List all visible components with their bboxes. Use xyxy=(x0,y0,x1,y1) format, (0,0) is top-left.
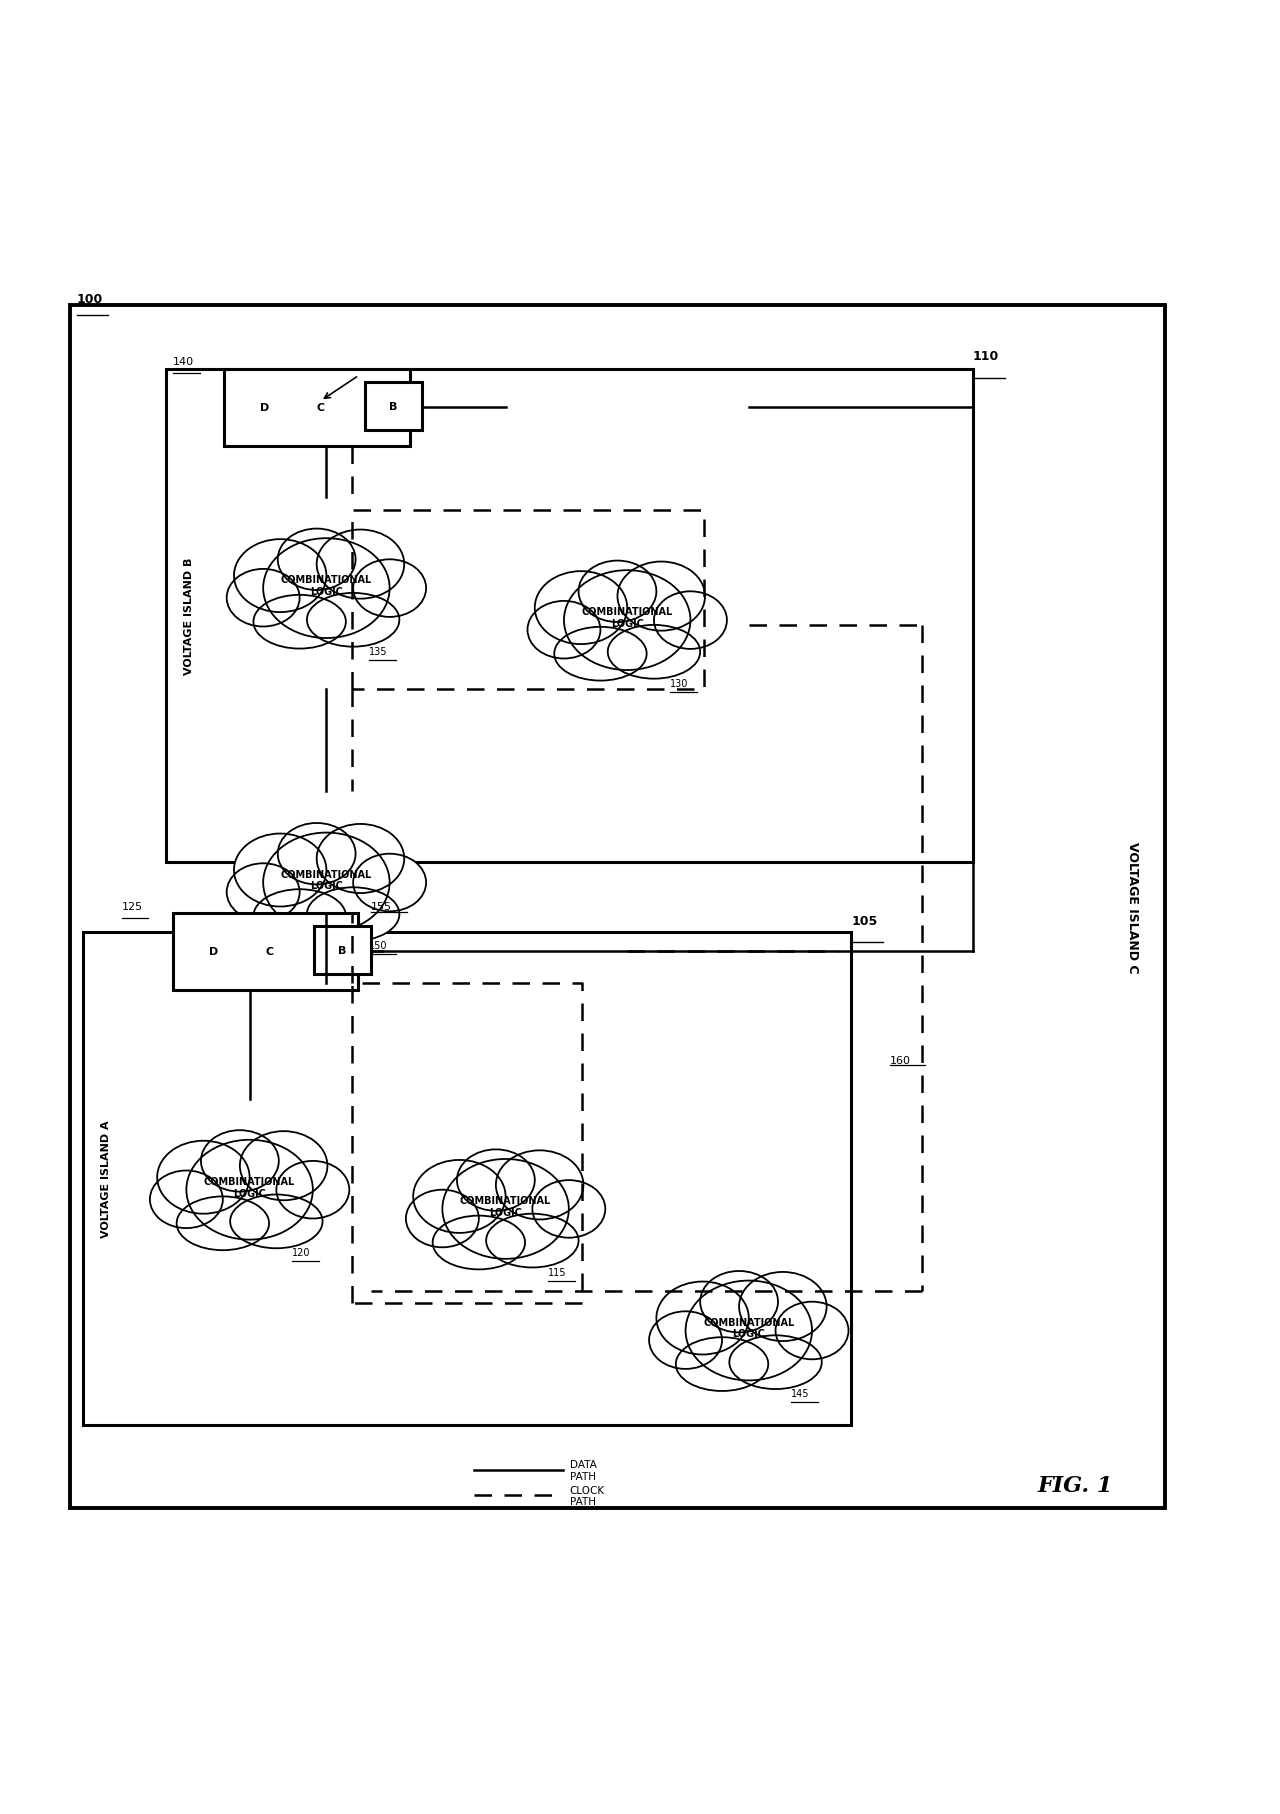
Ellipse shape xyxy=(230,1195,323,1248)
Ellipse shape xyxy=(654,591,727,649)
Ellipse shape xyxy=(307,887,399,941)
Text: 115: 115 xyxy=(548,1266,567,1277)
Text: FIG. 1: FIG. 1 xyxy=(1038,1475,1112,1497)
Ellipse shape xyxy=(730,1335,822,1390)
Text: 155: 155 xyxy=(371,902,392,912)
Text: COMBINATIONAL
LOGIC: COMBINATIONAL LOGIC xyxy=(204,1175,296,1197)
Text: B: B xyxy=(389,401,398,412)
Ellipse shape xyxy=(739,1272,827,1341)
Ellipse shape xyxy=(486,1214,579,1268)
Ellipse shape xyxy=(579,561,657,622)
Ellipse shape xyxy=(227,570,300,628)
Text: COMBINATIONAL
LOGIC: COMBINATIONAL LOGIC xyxy=(460,1195,552,1217)
Ellipse shape xyxy=(276,1161,349,1219)
Ellipse shape xyxy=(353,854,426,912)
Ellipse shape xyxy=(187,1141,312,1241)
Ellipse shape xyxy=(278,530,356,591)
Text: C: C xyxy=(265,947,274,956)
Text: 135: 135 xyxy=(369,646,388,657)
Bar xyxy=(166,370,973,862)
Text: C: C xyxy=(316,403,325,414)
Ellipse shape xyxy=(608,626,700,678)
Text: 120: 120 xyxy=(292,1248,311,1257)
Ellipse shape xyxy=(495,1150,584,1219)
Ellipse shape xyxy=(278,824,356,885)
Text: 160: 160 xyxy=(890,1056,910,1065)
Ellipse shape xyxy=(177,1197,269,1250)
Bar xyxy=(224,370,410,446)
Text: B: B xyxy=(338,945,347,956)
Ellipse shape xyxy=(201,1130,279,1192)
Bar xyxy=(83,932,851,1426)
Ellipse shape xyxy=(253,889,346,943)
Ellipse shape xyxy=(564,571,690,671)
Text: CLOCK
PATH: CLOCK PATH xyxy=(570,1484,604,1506)
Ellipse shape xyxy=(776,1302,849,1359)
Text: 130: 130 xyxy=(669,678,689,688)
Text: VOLTAGE ISLAND C: VOLTAGE ISLAND C xyxy=(1126,842,1139,972)
Ellipse shape xyxy=(686,1281,812,1380)
Bar xyxy=(70,307,1165,1507)
Ellipse shape xyxy=(657,1282,749,1355)
Ellipse shape xyxy=(554,628,646,682)
Text: 100: 100 xyxy=(77,292,104,307)
Ellipse shape xyxy=(264,833,389,932)
Ellipse shape xyxy=(316,825,404,894)
Ellipse shape xyxy=(234,541,326,613)
Ellipse shape xyxy=(527,602,600,658)
Text: 105: 105 xyxy=(851,914,878,927)
Text: COMBINATIONAL
LOGIC: COMBINATIONAL LOGIC xyxy=(280,869,372,891)
Bar xyxy=(365,383,422,432)
Text: 125: 125 xyxy=(122,902,143,912)
Text: D: D xyxy=(209,947,219,956)
Ellipse shape xyxy=(253,595,346,649)
Bar xyxy=(173,914,358,990)
Text: 150: 150 xyxy=(369,941,388,951)
Ellipse shape xyxy=(413,1161,506,1234)
Ellipse shape xyxy=(239,1132,328,1201)
Text: COMBINATIONAL
LOGIC: COMBINATIONAL LOGIC xyxy=(581,608,673,629)
Ellipse shape xyxy=(443,1159,568,1259)
Ellipse shape xyxy=(150,1170,223,1228)
Ellipse shape xyxy=(316,530,404,599)
Ellipse shape xyxy=(457,1150,535,1212)
Ellipse shape xyxy=(234,834,326,907)
Ellipse shape xyxy=(649,1312,722,1370)
Text: 140: 140 xyxy=(173,357,195,366)
Ellipse shape xyxy=(532,1181,605,1237)
Ellipse shape xyxy=(264,539,389,639)
Text: D: D xyxy=(260,403,270,414)
Text: 110: 110 xyxy=(973,350,1000,363)
Text: 145: 145 xyxy=(791,1388,810,1399)
Ellipse shape xyxy=(227,863,300,922)
Text: VOLTAGE ISLAND A: VOLTAGE ISLAND A xyxy=(101,1119,111,1237)
Ellipse shape xyxy=(617,562,705,631)
Ellipse shape xyxy=(353,561,426,617)
Ellipse shape xyxy=(433,1215,525,1270)
Ellipse shape xyxy=(157,1141,250,1214)
Ellipse shape xyxy=(676,1337,768,1391)
Bar xyxy=(314,927,371,974)
Text: COMBINATIONAL
LOGIC: COMBINATIONAL LOGIC xyxy=(703,1317,795,1339)
Text: COMBINATIONAL
LOGIC: COMBINATIONAL LOGIC xyxy=(280,575,372,597)
Ellipse shape xyxy=(700,1272,778,1333)
Text: VOLTAGE ISLAND B: VOLTAGE ISLAND B xyxy=(184,557,195,675)
Ellipse shape xyxy=(535,571,627,644)
Ellipse shape xyxy=(406,1190,479,1248)
Text: DATA
PATH: DATA PATH xyxy=(570,1458,596,1480)
Ellipse shape xyxy=(307,593,399,648)
